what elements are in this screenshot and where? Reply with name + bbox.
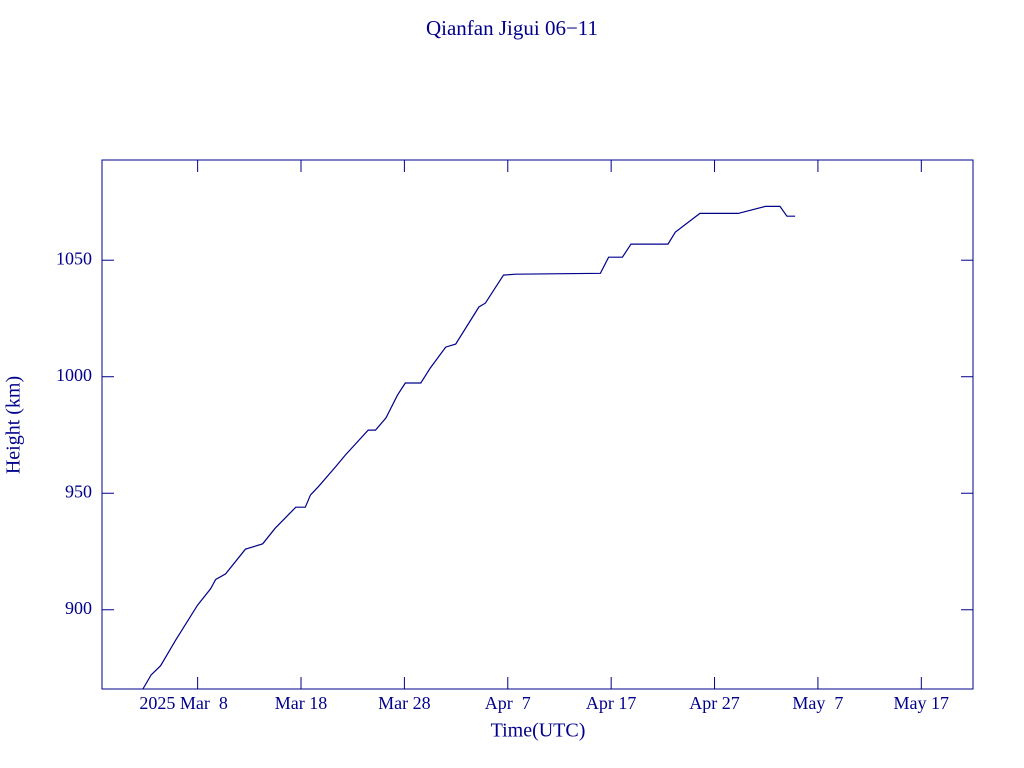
x-tick-label: Mar 18 [275, 693, 328, 713]
y-tick-label: 950 [65, 481, 92, 501]
x-tick-label: Apr 27 [689, 693, 740, 713]
x-axis-label: Time(UTC) [491, 720, 586, 742]
x-tick-label: Apr 17 [586, 693, 637, 713]
data-line [142, 205, 796, 690]
x-tick-label: 2025 Mar 8 [139, 693, 228, 713]
x-tick-label: Apr 7 [485, 693, 531, 713]
y-tick-label: 900 [65, 598, 92, 618]
plot-frame [101, 159, 974, 690]
x-tick-label: May 17 [894, 693, 950, 713]
y-tick-label: 1050 [56, 248, 92, 268]
y-tick-label: 1000 [56, 365, 92, 385]
x-tick-label: Mar 28 [378, 693, 431, 713]
chart-title: Qianfan Jigui 06−11 [426, 16, 598, 40]
x-tick-label: May 7 [792, 693, 843, 713]
y-axis-label: Height (km) [3, 376, 25, 474]
